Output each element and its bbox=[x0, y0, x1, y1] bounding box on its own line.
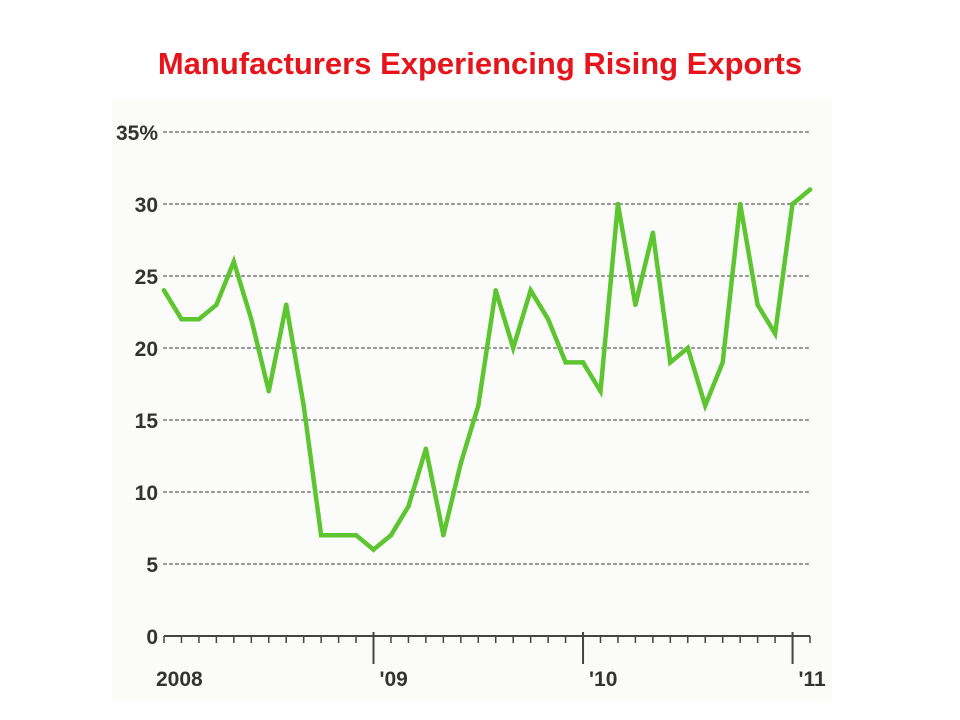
data-point bbox=[685, 345, 691, 351]
data-point bbox=[406, 504, 411, 509]
y-axis-labels: 0 5 10 15 20 25 30 35% bbox=[116, 122, 158, 649]
data-point bbox=[441, 532, 446, 538]
data-point bbox=[528, 288, 533, 293]
data-point bbox=[702, 403, 708, 408]
data-point bbox=[458, 460, 464, 466]
data-point bbox=[580, 360, 586, 365]
data-point bbox=[475, 403, 481, 408]
y-tick-label: 30 bbox=[135, 194, 158, 217]
y-tick-label: 15 bbox=[135, 410, 159, 433]
data-point bbox=[231, 259, 237, 264]
data-point bbox=[563, 360, 568, 365]
x-year-label: '11 bbox=[799, 668, 827, 691]
x-axis-labels: 2008 '09 '10 '11 bbox=[156, 668, 826, 691]
data-point bbox=[371, 547, 376, 552]
x-year-label: '09 bbox=[380, 668, 408, 691]
data-point bbox=[388, 532, 394, 538]
data-point bbox=[598, 388, 603, 394]
x-axis bbox=[163, 632, 811, 664]
y-tick-label: 5 bbox=[146, 554, 158, 577]
data-point bbox=[720, 360, 726, 365]
series-line bbox=[161, 187, 813, 553]
data-point bbox=[179, 316, 184, 322]
data-point bbox=[510, 345, 516, 351]
data-point bbox=[790, 201, 795, 207]
data-point bbox=[807, 187, 813, 192]
data-point bbox=[336, 532, 341, 538]
y-tick-label: 20 bbox=[135, 338, 158, 361]
x-year-label: 2008 bbox=[156, 668, 203, 691]
x-year-label: '10 bbox=[589, 668, 617, 691]
data-point bbox=[772, 331, 778, 336]
data-point bbox=[423, 446, 429, 452]
data-point bbox=[633, 302, 638, 308]
y-tick-label: 25 bbox=[135, 266, 159, 289]
chart-title: Manufacturers Experiencing Rising Export… bbox=[157, 46, 803, 81]
data-point bbox=[318, 532, 324, 538]
data-point bbox=[737, 201, 743, 207]
y-tick-label: 0 bbox=[146, 626, 158, 649]
data-point bbox=[248, 316, 254, 322]
data-point bbox=[668, 360, 673, 365]
data-point bbox=[545, 316, 551, 322]
chart-panel: 0 5 10 15 20 25 30 35% 2008 '09 '10 '11 bbox=[112, 100, 832, 700]
line-chart: 0 5 10 15 20 25 30 35% 2008 '09 '10 '11 bbox=[116, 122, 826, 691]
data-point bbox=[283, 302, 289, 308]
data-series bbox=[161, 187, 813, 553]
data-point bbox=[214, 302, 219, 308]
data-point bbox=[755, 302, 760, 308]
data-point bbox=[301, 403, 306, 408]
data-point bbox=[161, 288, 167, 293]
data-point bbox=[650, 230, 656, 236]
y-tick-label: 10 bbox=[135, 482, 158, 505]
data-point bbox=[615, 201, 621, 207]
data-point bbox=[266, 388, 272, 394]
data-point bbox=[493, 288, 499, 293]
data-point bbox=[353, 532, 359, 538]
data-point bbox=[196, 316, 202, 322]
y-tick-label: 35% bbox=[116, 122, 158, 145]
